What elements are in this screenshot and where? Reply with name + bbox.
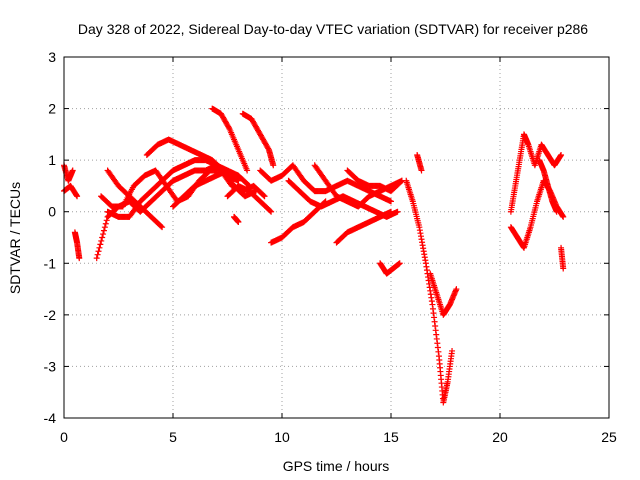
- data-points: [61, 105, 567, 406]
- data-point: [388, 198, 394, 205]
- axis-ticks: 0 5 10 15 20 25 -4 -3 -2 -1 0 1 2 3: [44, 49, 617, 445]
- data-point-interp: [97, 241, 104, 248]
- y-axis-label: SDTVAR / TECUs: [7, 182, 23, 294]
- data-point: [388, 208, 394, 215]
- data-point: [396, 260, 403, 267]
- x-tick-label: 25: [601, 429, 617, 445]
- data-point-interp: [100, 227, 107, 234]
- data-point: [76, 255, 83, 262]
- data-point: [560, 265, 567, 272]
- plot-frame: [63, 56, 610, 419]
- data-point-interp: [101, 224, 108, 231]
- data-point-interp: [158, 223, 165, 230]
- data-point: [270, 162, 277, 169]
- data-point: [418, 167, 425, 174]
- data-point-interp: [397, 178, 404, 185]
- data-point: [252, 188, 259, 195]
- data-point-interp: [98, 237, 105, 244]
- data-point: [553, 208, 560, 215]
- data-point-interp: [100, 231, 107, 238]
- data-point: [244, 167, 251, 174]
- data-point: [93, 255, 100, 262]
- y-tick-label: 2: [48, 101, 56, 117]
- x-tick-label: 10: [274, 429, 290, 445]
- data-point-interp: [102, 220, 109, 227]
- data-point: [246, 182, 253, 189]
- data-point-interp: [260, 192, 267, 199]
- x-axis-label: GPS time / hours: [283, 458, 390, 474]
- data-point: [235, 219, 242, 226]
- data-point-interp: [245, 182, 252, 189]
- y-tick-label: -4: [44, 410, 57, 426]
- data-point: [224, 167, 231, 174]
- grid: [64, 57, 609, 418]
- data-point: [394, 208, 401, 215]
- y-tick-label: -2: [44, 307, 57, 323]
- y-tick-label: 0: [48, 204, 56, 220]
- data-point: [449, 347, 456, 354]
- data-point-interp: [103, 217, 110, 224]
- chart-title: Day 328 of 2022, Sidereal Day-to-day VTE…: [78, 21, 588, 37]
- y-tick-label: 1: [48, 152, 56, 168]
- x-tick-label: 20: [492, 429, 508, 445]
- data-point: [560, 213, 567, 220]
- data-point-interp: [321, 199, 328, 206]
- data-point-interp: [225, 124, 232, 131]
- y-tick-label: -1: [44, 255, 57, 271]
- data-point: [558, 151, 565, 158]
- data-point-interp: [96, 244, 103, 251]
- data-point-interp: [95, 248, 102, 255]
- data-point: [159, 224, 166, 231]
- data-point: [261, 193, 268, 200]
- data-point: [74, 193, 81, 200]
- data-point-interp: [94, 251, 101, 258]
- data-point: [322, 198, 329, 205]
- x-tick-label: 15: [383, 429, 399, 445]
- x-tick-label: 0: [60, 429, 68, 445]
- data-point-interp: [267, 207, 274, 214]
- data-point: [69, 167, 76, 174]
- x-tick-label: 5: [169, 429, 177, 445]
- data-point: [453, 286, 460, 293]
- y-tick-label: -3: [44, 358, 57, 374]
- y-tick-label: 3: [48, 49, 56, 65]
- data-point-interp: [99, 234, 106, 241]
- data-point: [268, 208, 275, 215]
